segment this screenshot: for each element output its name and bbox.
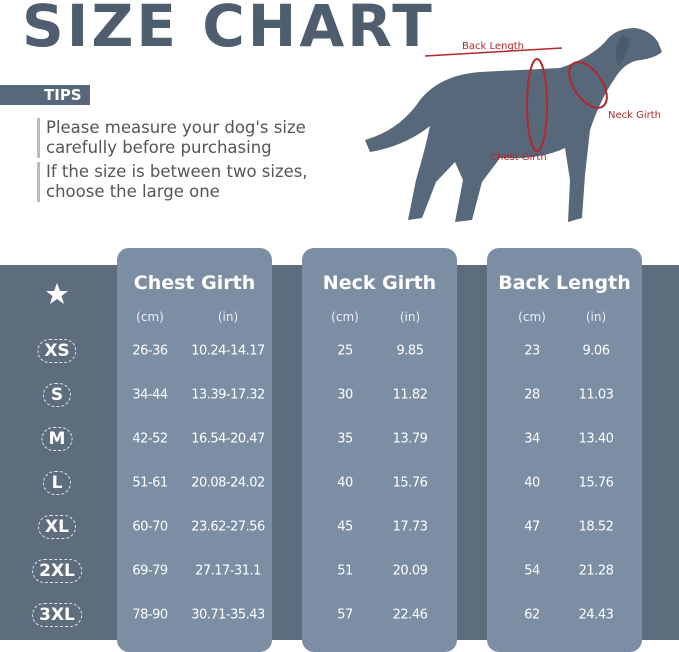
table-cell: 40	[524, 475, 540, 491]
size-label: XS	[37, 339, 77, 363]
unit-label: (cm)	[518, 310, 546, 324]
diagram-label: Back Length	[462, 41, 524, 52]
tip: If the size is between two sizes, choose…	[37, 162, 346, 202]
table-cell: 22.46	[392, 607, 428, 623]
dog-ear	[615, 35, 630, 66]
table-cell: 18.52	[578, 519, 614, 535]
table-cell: 30.71-35.43	[191, 607, 265, 623]
table-cell: 15.76	[578, 475, 614, 491]
column-title: Back Length	[498, 272, 631, 294]
table-cell: 9.85	[396, 343, 424, 359]
column-card	[302, 248, 457, 652]
measure-line	[424, 47, 563, 57]
table-cell: 20.09	[392, 563, 428, 579]
table-cell: 60-70	[132, 519, 168, 535]
table-cell: 69-79	[132, 563, 168, 579]
table-cell: 54	[524, 563, 540, 579]
table-cell: 21.28	[578, 563, 614, 579]
table-cell: 23	[524, 343, 540, 359]
table-cell: 15.76	[392, 475, 428, 491]
neck-ring	[568, 61, 608, 109]
table-cell: 78-90	[132, 607, 168, 623]
table-cell: 26-36	[132, 343, 168, 359]
table-cell: 25	[337, 343, 353, 359]
table-cell: 13.79	[392, 431, 428, 447]
table-cell: 30	[337, 387, 353, 403]
table-cell: 11.03	[578, 387, 614, 403]
table-cell: 45	[337, 519, 353, 535]
unit-label: (in)	[399, 310, 421, 324]
title: SIZE CHART	[22, 0, 435, 60]
table-cell: 20.08-24.02	[191, 475, 265, 491]
table-cell: 13.40	[578, 431, 614, 447]
column-title: Neck Girth	[322, 272, 437, 294]
unit-label: (cm)	[136, 310, 164, 324]
table-cell: 24.43	[578, 607, 614, 623]
unit-label: (in)	[217, 310, 239, 324]
table-cell: 47	[524, 519, 540, 535]
chest-ring	[526, 58, 548, 152]
table-cell: 11.82	[392, 387, 428, 403]
table-cell: 34	[524, 431, 540, 447]
size-label: M	[41, 427, 73, 451]
dog-silhouette	[365, 28, 662, 222]
table-cell: 10.24-14.17	[191, 343, 265, 359]
table-cell: 62	[524, 607, 540, 623]
tips-label: TIPS	[44, 86, 82, 104]
diagram-label: Chest Girth	[490, 152, 547, 163]
tip: Please measure your dog's size carefully…	[37, 118, 346, 158]
size-label: L	[43, 471, 71, 495]
table-cell: 16.54-20.47	[191, 431, 265, 447]
column-title: Chest Girth	[133, 272, 256, 294]
table-cell: 17.73	[392, 519, 428, 535]
dog-diagram: Back Length Neck Girth Chest Girth	[365, 28, 662, 222]
size-label: 3XL	[32, 603, 82, 627]
table-cell: 13.39-17.32	[191, 387, 265, 403]
table-cell: 28	[524, 387, 540, 403]
table-cell: 34-44	[132, 387, 168, 403]
table-cell: 35	[337, 431, 353, 447]
size-label: 2XL	[32, 559, 82, 583]
table-cell: 51	[337, 563, 353, 579]
column-card	[117, 248, 272, 652]
table-cell: 9.06	[582, 343, 610, 359]
unit-label: (in)	[585, 310, 607, 324]
size-label: XL	[38, 515, 76, 539]
column-card	[487, 248, 642, 652]
size-label: S	[43, 383, 71, 407]
table-cell: 40	[337, 475, 353, 491]
table-cell: 57	[337, 607, 353, 623]
tips-bar	[0, 85, 90, 105]
diagram-label: Neck Girth	[608, 110, 661, 121]
star-icon	[46, 283, 68, 304]
table-cell: 27.17-31.1	[195, 563, 261, 579]
unit-label: (cm)	[331, 310, 359, 324]
table-cell: 51-61	[132, 475, 168, 491]
table-cell: 42-52	[132, 431, 168, 447]
table-cell: 23.62-27.56	[191, 519, 265, 535]
